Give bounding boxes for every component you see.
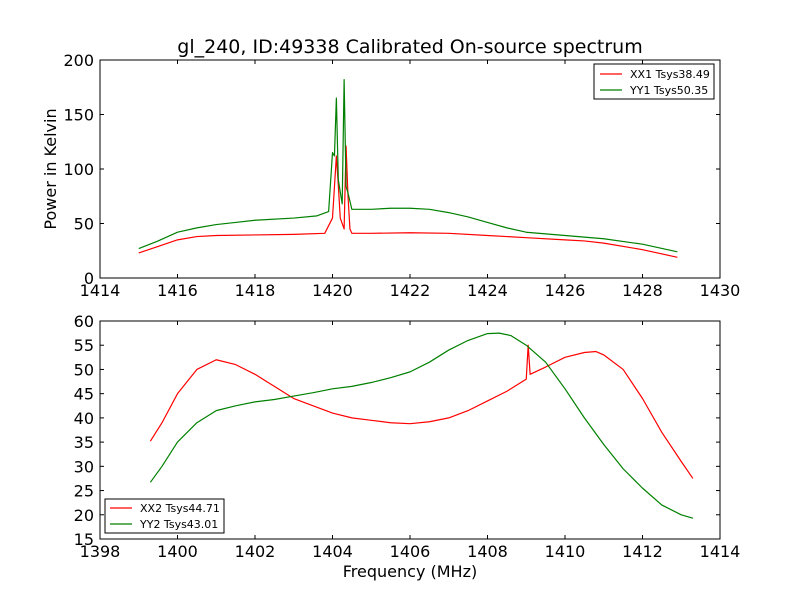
- y-tick-label: 25: [74, 482, 94, 501]
- x-tick-label: 1400: [157, 542, 198, 561]
- top-plot-series: [138, 79, 678, 258]
- x-tick-label: 1398: [80, 542, 121, 561]
- x-axis-label: Frequency (MHz): [343, 562, 477, 581]
- y-tick-label: 40: [74, 409, 94, 428]
- x-tick-label: 1414: [80, 281, 121, 300]
- top-plot-legend: XX1 Tsys38.49 YY1 Tsys50.35: [593, 63, 715, 100]
- y-tick-label: 100: [63, 160, 94, 179]
- x-tick-label: 1422: [390, 281, 431, 300]
- x-tick-label: 1416: [157, 281, 198, 300]
- x-tick-label: 1424: [467, 281, 508, 300]
- legend-label-yy2: YY2 Tsys43.01: [139, 518, 218, 531]
- x-tick-label: 1402: [235, 542, 276, 561]
- top-plot-series-xx1-line: [138, 145, 678, 258]
- x-tick-label: 1426: [545, 281, 586, 300]
- bottom-plot-series: [149, 332, 694, 519]
- top-plot-series-yy1-line: [138, 79, 678, 253]
- y-tick-label: 0: [84, 269, 94, 288]
- top-plot: 1414 1416 1418 1420 1422 1424 1426 1428 1430 0 50…: [41, 51, 740, 300]
- x-tick-label: 1430: [700, 281, 741, 300]
- x-tick-label: 1420: [312, 281, 353, 300]
- x-tick-label: 1412: [622, 542, 663, 561]
- legend-label-yy1: YY1 Tsys50.35: [629, 84, 708, 97]
- bottom-plot-legend-box: [104, 498, 225, 534]
- x-tick-label: 1418: [235, 281, 276, 300]
- bottom-plot-y-ticks: 15 20 25 30 35 40 45 50 55 60: [74, 312, 720, 549]
- y-tick-label: 50: [74, 360, 94, 379]
- x-tick-label: 1404: [312, 542, 353, 561]
- y-tick-label: 45: [74, 385, 94, 404]
- y-tick-label: 50: [74, 215, 94, 234]
- bottom-plot-series-yy2-line: [149, 332, 694, 519]
- top-plot-y-ticks: 0 50 100 150 200: [63, 51, 720, 288]
- x-tick-label: 1408: [467, 542, 508, 561]
- legend-label-xx2: XX2 Tsys44.71: [140, 502, 220, 515]
- x-tick-label: 1428: [622, 281, 663, 300]
- top-plot-legend-box: [593, 63, 715, 100]
- y-tick-label: 30: [74, 457, 94, 476]
- chart-title: gl_240, ID:49338 Calibrated On-source sp…: [177, 36, 642, 58]
- y-tick-label: 200: [63, 51, 94, 70]
- y-tick-label: 60: [74, 312, 94, 331]
- legend-label-xx1: XX1 Tsys38.49: [630, 68, 710, 81]
- top-plot-x-ticks: 1414 1416 1418 1420 1422 1424 1426 1428 1430: [80, 60, 741, 300]
- y-tick-label: 35: [74, 433, 94, 452]
- y-tick-label: 55: [74, 336, 94, 355]
- bottom-plot-legend: XX2 Tsys44.71 YY2 Tsys43.01: [104, 498, 225, 534]
- y-tick-label: 150: [63, 106, 94, 125]
- x-tick-label: 1410: [545, 542, 586, 561]
- bottom-plot-x-ticks: 1398 1400 1402 1404 1406 1408 1410 1412 1414: [80, 321, 741, 561]
- x-tick-label: 1414: [700, 542, 741, 561]
- x-tick-label: 1406: [390, 542, 431, 561]
- y-tick-label: 20: [74, 506, 94, 525]
- y-tick-label: 15: [74, 530, 94, 549]
- bottom-plot-series-xx2-line: [149, 344, 694, 479]
- top-plot-y-axis-label: Power in Kelvin: [41, 108, 60, 229]
- bottom-plot: 1398 1400 1402 1404 1406 1408 1410 1412 1414 15 2…: [74, 312, 741, 581]
